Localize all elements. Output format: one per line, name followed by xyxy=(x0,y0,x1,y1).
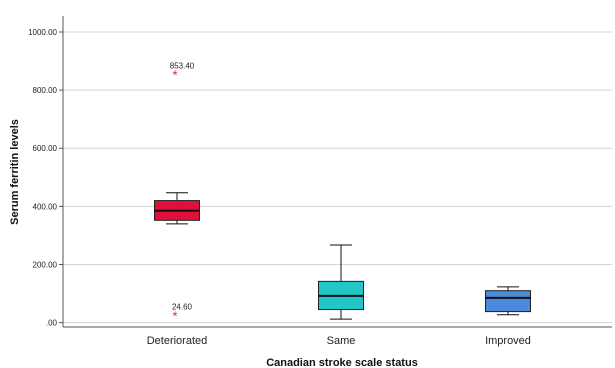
x-category-labels: Deteriorated Same Improved xyxy=(147,335,531,347)
y-tick-label: 800.00 xyxy=(33,86,58,95)
grid-lines xyxy=(59,31,612,324)
y-tick-label: .00 xyxy=(46,319,58,328)
box-group-same xyxy=(318,244,364,320)
y-tick-label: 200.00 xyxy=(33,261,58,270)
box-group-improved xyxy=(485,286,531,316)
outlier-label: 24.60 xyxy=(172,302,193,311)
y-tick-label: 1000.00 xyxy=(28,28,57,37)
x-category-label: Improved xyxy=(485,335,531,347)
y-axis-title: Serum ferritin levels xyxy=(9,119,21,225)
outlier-point: * xyxy=(172,308,177,323)
x-category-label: Deteriorated xyxy=(147,335,208,347)
outlier-point: * xyxy=(172,68,177,83)
iqr-box xyxy=(485,290,531,313)
y-tick-label: 400.00 xyxy=(33,202,58,211)
y-tick-labels: .00 200.00 400.00 600.00 800.00 1000.00 xyxy=(28,28,57,328)
box-group-deteriorated: *853.40*24.60 xyxy=(154,62,200,323)
axes xyxy=(62,16,612,328)
x-axis-title: Canadian stroke scale status xyxy=(266,357,418,368)
boxes: *853.40*24.60 xyxy=(154,62,531,323)
outlier-label: 853.40 xyxy=(170,62,195,71)
y-tick-label: 600.00 xyxy=(33,144,58,153)
x-category-label: Same xyxy=(327,335,356,347)
